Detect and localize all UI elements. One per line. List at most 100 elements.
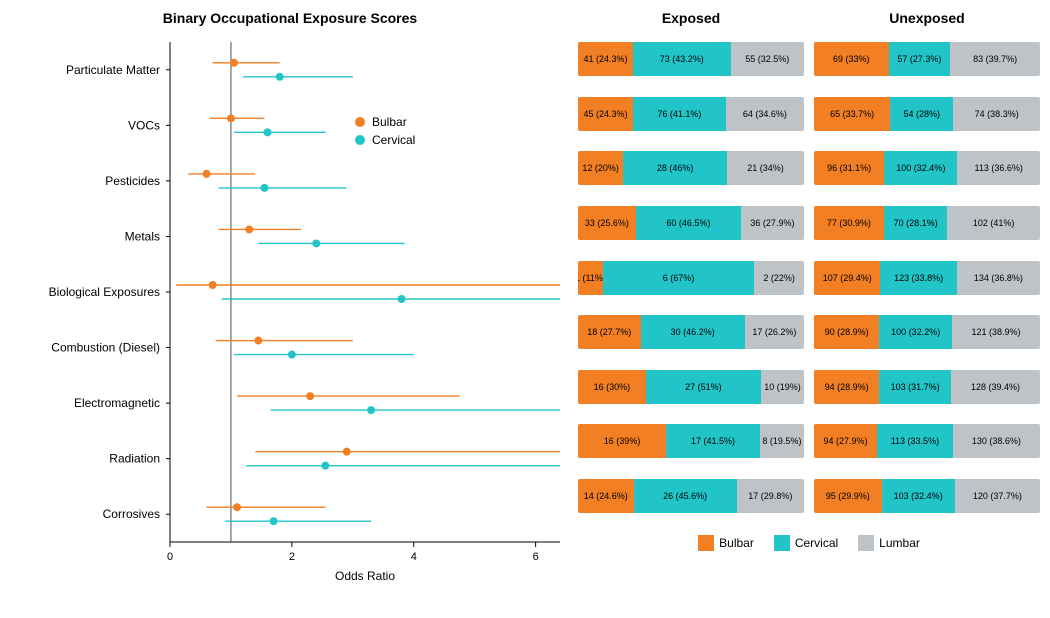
unexposed-bar: 65 (33.7%)54 (28%)74 (38.3%) bbox=[814, 97, 1040, 131]
bars-row: 14 (24.6%)26 (45.6%)17 (29.8%) 95 (29.9%)… bbox=[578, 469, 1040, 524]
bar-segment: 28 (46%) bbox=[623, 151, 727, 185]
bars-legend: Bulbar Cervical Lumbar bbox=[578, 535, 1040, 551]
legend-item: Lumbar bbox=[858, 535, 920, 551]
legend-swatch bbox=[698, 535, 714, 551]
svg-text:Corrosives: Corrosives bbox=[103, 507, 160, 521]
bar-segment: 54 (28%) bbox=[890, 97, 953, 131]
legend-label: Cervical bbox=[795, 536, 838, 550]
bar-segment: 120 (37.7%) bbox=[955, 479, 1040, 513]
bar-segment: 103 (31.7%) bbox=[879, 370, 951, 404]
exposed-bar: 45 (24.3%)76 (41.1%)64 (34.6%) bbox=[578, 97, 804, 131]
bar-segment: 41 (24.3%) bbox=[578, 42, 633, 76]
unexposed-bar: 107 (29.4%)123 (33.8%)134 (36.8%) bbox=[814, 261, 1040, 295]
bar-segment: 74 (38.3%) bbox=[953, 97, 1040, 131]
unexposed-bar: 77 (30.9%)70 (28.1%)102 (41%) bbox=[814, 206, 1040, 240]
exposed-bar: 41 (24.3%)73 (43.2%)55 (32.5%) bbox=[578, 42, 804, 76]
bars-rows: 41 (24.3%)73 (43.2%)55 (32.5%) 69 (33%)57… bbox=[578, 32, 1040, 523]
bar-segment: 100 (32.4%) bbox=[884, 151, 957, 185]
bar-segment: 16 (39%) bbox=[578, 424, 666, 458]
bar-segment: 12 (20%) bbox=[578, 151, 623, 185]
svg-text:Combustion (Diesel): Combustion (Diesel) bbox=[51, 341, 160, 355]
exposed-bar: 33 (25.6%)60 (46.5%)36 (27.9%) bbox=[578, 206, 804, 240]
bar-segment: 90 (28.9%) bbox=[814, 315, 879, 349]
bars-row: 18 (27.7%)30 (46.2%)17 (26.2%) 90 (28.9%)… bbox=[578, 305, 1040, 360]
svg-text:Particulate Matter: Particulate Matter bbox=[66, 63, 160, 77]
legend-label: Lumbar bbox=[879, 536, 920, 550]
bar-segment: 17 (26.2%) bbox=[745, 315, 804, 349]
bar-segment: 57 (27.3%) bbox=[889, 42, 951, 76]
bar-segment: 30 (46.2%) bbox=[641, 315, 745, 349]
legend-swatch bbox=[774, 535, 790, 551]
bar-segment: 134 (36.8%) bbox=[957, 261, 1040, 295]
legend-item: Cervical bbox=[774, 535, 838, 551]
bar-segment: 103 (32.4%) bbox=[882, 479, 955, 513]
svg-text:Odds Ratio: Odds Ratio bbox=[335, 569, 395, 583]
bar-segment: 16 (30%) bbox=[578, 370, 646, 404]
bar-segment: 6 (67%) bbox=[603, 261, 754, 295]
header-unexposed: Unexposed bbox=[814, 10, 1040, 26]
bars-row: 16 (39%)17 (41.5%)8 (19.5%) 94 (27.9%)113… bbox=[578, 414, 1040, 469]
unexposed-bar: 96 (31.1%)100 (32.4%)113 (36.6%) bbox=[814, 151, 1040, 185]
exposed-bar: 16 (30%)27 (51%)10 (19%) bbox=[578, 370, 804, 404]
bar-segment: 102 (41%) bbox=[947, 206, 1040, 240]
bar-segment: 45 (24.3%) bbox=[578, 97, 633, 131]
bar-segment: 83 (39.7%) bbox=[950, 42, 1040, 76]
bar-segment: 10 (19%) bbox=[761, 370, 804, 404]
svg-text:Biological Exposures: Biological Exposures bbox=[49, 285, 160, 299]
unexposed-bar: 94 (27.9%)113 (33.5%)130 (38.6%) bbox=[814, 424, 1040, 458]
bar-segment: 113 (33.5%) bbox=[877, 424, 953, 458]
bars-row: 12 (20%)28 (46%)21 (34%) 96 (31.1%)100 (3… bbox=[578, 141, 1040, 196]
bar-segment: 130 (38.6%) bbox=[953, 424, 1040, 458]
svg-text:Cervical: Cervical bbox=[372, 133, 415, 147]
exposed-bar: 12 (20%)28 (46%)21 (34%) bbox=[578, 151, 804, 185]
unexposed-bar: 95 (29.9%)103 (32.4%)120 (37.7%) bbox=[814, 479, 1040, 513]
svg-text:6: 6 bbox=[533, 551, 539, 563]
bar-segment: 69 (33%) bbox=[814, 42, 889, 76]
bar-segment: 107 (29.4%) bbox=[814, 261, 880, 295]
bar-segment: 100 (32.2%) bbox=[879, 315, 952, 349]
svg-text:0: 0 bbox=[167, 551, 173, 563]
bar-segment: 123 (33.8%) bbox=[880, 261, 956, 295]
svg-text:4: 4 bbox=[411, 551, 417, 563]
bar-segment: 70 (28.1%) bbox=[884, 206, 948, 240]
bars-row: 41 (24.3%)73 (43.2%)55 (32.5%) 69 (33%)57… bbox=[578, 32, 1040, 87]
bar-segment: 94 (27.9%) bbox=[814, 424, 877, 458]
exposed-bar: 1 (11%)6 (67%)2 (22%) bbox=[578, 261, 804, 295]
bar-segment: 73 (43.2%) bbox=[633, 42, 731, 76]
legend-item: Bulbar bbox=[698, 535, 754, 551]
bar-segment: 14 (24.6%) bbox=[578, 479, 634, 513]
bar-segment: 36 (27.9%) bbox=[741, 206, 804, 240]
bars-row: 45 (24.3%)76 (41.1%)64 (34.6%) 65 (33.7%)… bbox=[578, 87, 1040, 142]
exposed-bar: 18 (27.7%)30 (46.2%)17 (26.2%) bbox=[578, 315, 804, 349]
bar-segment: 18 (27.7%) bbox=[578, 315, 641, 349]
forest-plot: 0246Odds RatioParticulate MatterVOCsPest… bbox=[10, 32, 570, 592]
bar-segment: 26 (45.6%) bbox=[634, 479, 737, 513]
legend-label: Bulbar bbox=[719, 536, 754, 550]
unexposed-bar: 94 (28.9%)103 (31.7%)128 (39.4%) bbox=[814, 370, 1040, 404]
svg-text:Bulbar: Bulbar bbox=[372, 115, 407, 129]
legend-swatch bbox=[858, 535, 874, 551]
bar-segment: 128 (39.4%) bbox=[951, 370, 1040, 404]
bar-segment: 17 (41.5%) bbox=[666, 424, 760, 458]
bar-segment: 121 (38.9%) bbox=[952, 315, 1040, 349]
bar-segment: 55 (32.5%) bbox=[731, 42, 804, 76]
bar-segment: 60 (46.5%) bbox=[636, 206, 741, 240]
bar-segment: 76 (41.1%) bbox=[633, 97, 726, 131]
bar-segment: 65 (33.7%) bbox=[814, 97, 890, 131]
bar-segment: 21 (34%) bbox=[727, 151, 804, 185]
bars-headers: Exposed Unexposed bbox=[578, 10, 1040, 26]
unexposed-bar: 69 (33%)57 (27.3%)83 (39.7%) bbox=[814, 42, 1040, 76]
svg-text:VOCs: VOCs bbox=[128, 118, 160, 132]
svg-text:2: 2 bbox=[289, 551, 295, 563]
bars-row: 1 (11%)6 (67%)2 (22%) 107 (29.4%)123 (33.… bbox=[578, 250, 1040, 305]
forest-panel: Binary Occupational Exposure Scores 0 2 4 6… bbox=[10, 10, 570, 592]
bars-panel: Exposed Unexposed 41 (24.3%)73 (43.2%)55… bbox=[578, 10, 1040, 592]
unexposed-bar: 90 (28.9%)100 (32.2%)121 (38.9%) bbox=[814, 315, 1040, 349]
figure: Binary Occupational Exposure Scores 0 2 4 6… bbox=[10, 10, 1040, 592]
bar-segment: 113 (36.6%) bbox=[957, 151, 1040, 185]
exposed-bar: 14 (24.6%)26 (45.6%)17 (29.8%) bbox=[578, 479, 804, 513]
forest-title: Binary Occupational Exposure Scores bbox=[10, 10, 570, 26]
bar-segment: 8 (19.5%) bbox=[760, 424, 804, 458]
bar-segment: 96 (31.1%) bbox=[814, 151, 884, 185]
bar-segment: 64 (34.6%) bbox=[726, 97, 804, 131]
